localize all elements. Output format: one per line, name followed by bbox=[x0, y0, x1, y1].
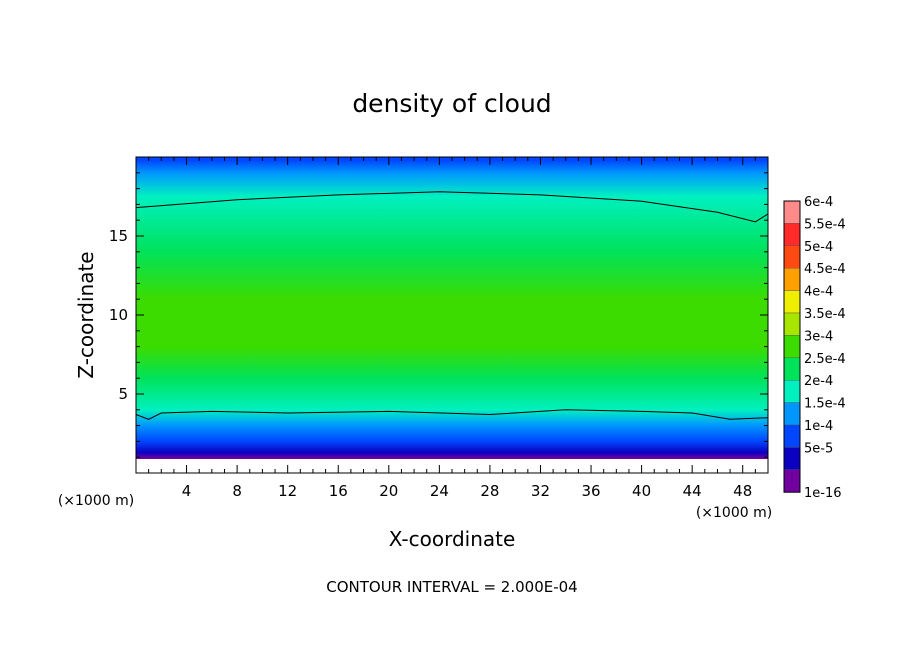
contour-line-1 bbox=[135, 409, 769, 420]
colorbar-swatch bbox=[783, 357, 801, 381]
colorbar-swatch bbox=[783, 245, 801, 269]
x-tick-label: 32 bbox=[531, 482, 550, 500]
colorbar-swatch bbox=[783, 268, 801, 291]
colorbar-label: 4e-4 bbox=[804, 285, 833, 300]
contour-lines bbox=[135, 191, 769, 420]
x-tick-label: 20 bbox=[379, 482, 398, 500]
y-axis-ticks: 5 10 15 bbox=[109, 172, 768, 458]
colorbar-label: 3.5e-4 bbox=[804, 307, 846, 322]
colorbar-label: 2e-4 bbox=[804, 374, 833, 389]
colorbar-label: 1.5e-4 bbox=[804, 397, 846, 412]
colorbar-swatch bbox=[783, 335, 801, 358]
colorbar-swatch bbox=[783, 447, 801, 470]
density-field bbox=[136, 157, 768, 473]
colorbar-swatch bbox=[783, 469, 801, 493]
x-tick-label: 28 bbox=[480, 482, 499, 500]
colorbar-label: 5.5e-4 bbox=[804, 217, 846, 232]
colorbar-swatch bbox=[783, 380, 801, 403]
colorbar-label: 4.5e-4 bbox=[804, 262, 846, 277]
x-axis-label: X-coordinate bbox=[389, 527, 516, 551]
contour-interval-note: CONTOUR INTERVAL = 2.000E-04 bbox=[326, 578, 577, 596]
colorbar-label: 6e-4 bbox=[804, 195, 833, 210]
z-unit-label: (×1000 m) bbox=[58, 493, 134, 509]
colorbar-label: 5e-5 bbox=[804, 441, 833, 456]
x-tick-label: 40 bbox=[632, 482, 651, 500]
x-tick-label: 4 bbox=[182, 482, 192, 500]
contour-line-0 bbox=[135, 191, 769, 223]
x-tick-label: 16 bbox=[329, 482, 348, 500]
colorbar-label: 5e-4 bbox=[804, 240, 833, 255]
x-axis-ticks: 4 8 12 16 20 24 28 32 36 40 44 48 bbox=[148, 157, 756, 500]
x-tick-label: 8 bbox=[232, 482, 242, 500]
x-tick-label: 48 bbox=[733, 482, 752, 500]
colorbar-label: 2.5e-4 bbox=[804, 352, 846, 367]
x-unit-label: (×1000 m) bbox=[696, 505, 772, 521]
y-axis-label: Z-coordinate bbox=[74, 251, 98, 378]
y-tick-label: 15 bbox=[109, 227, 128, 245]
colorbar-swatch bbox=[783, 312, 801, 336]
y-tick-label: 5 bbox=[118, 385, 128, 403]
colorbar-swatch bbox=[783, 402, 801, 426]
x-tick-label: 44 bbox=[683, 482, 702, 500]
colorbar-label: 3e-4 bbox=[804, 329, 833, 344]
y-tick-label: 10 bbox=[109, 306, 128, 324]
x-tick-label: 12 bbox=[278, 482, 297, 500]
colorbar-swatch bbox=[783, 223, 801, 246]
colorbar: 6e-4 5.5e-4 5e-4 4.5e-4 4e-4 3.5e-4 3e-4 2.5e-4… bbox=[783, 195, 846, 501]
colorbar-swatch bbox=[783, 200, 801, 224]
colorbar-frame bbox=[783, 200, 801, 493]
x-tick-label: 36 bbox=[581, 482, 600, 500]
x-tick-label: 24 bbox=[430, 482, 449, 500]
colorbar-label: 1e-4 bbox=[804, 419, 833, 434]
colorbar-swatch bbox=[783, 424, 801, 448]
chart-title: density of cloud bbox=[352, 89, 551, 118]
colorbar-swatch bbox=[783, 290, 801, 314]
colorbar-label: 1e-16 bbox=[804, 486, 842, 501]
